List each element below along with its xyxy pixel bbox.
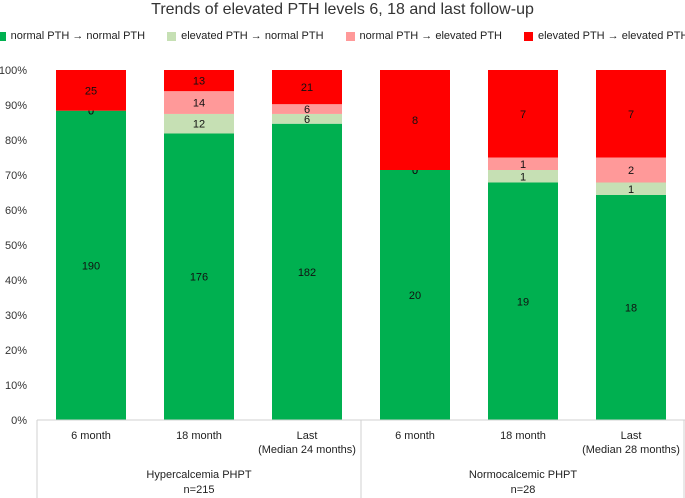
x-category-label: (Median 28 months) — [582, 444, 680, 456]
bar-segment — [272, 104, 342, 114]
bar-segment — [272, 123, 342, 420]
bar-segment — [488, 182, 558, 420]
data-label: 0 — [88, 106, 94, 118]
group-label: Hypercalcemia PHPT — [146, 469, 251, 481]
data-label: 7 — [520, 109, 526, 121]
x-category-label: 6 month — [395, 430, 435, 442]
data-label: 6 — [304, 114, 310, 126]
x-category-label: (Median 24 months) — [258, 444, 356, 456]
legend-item-normal-elevated: normal PTH → elevated PTH — [345, 30, 502, 42]
x-category-label: Last — [297, 430, 318, 442]
data-label: 7 — [628, 109, 634, 121]
legend-swatch — [167, 31, 177, 41]
bar-segment — [272, 113, 342, 124]
legend-label: elevated PTH → elevated PTH — [537, 30, 685, 42]
data-label: 0 — [412, 165, 418, 177]
data-label: 12 — [193, 119, 205, 131]
data-label: 21 — [301, 82, 313, 94]
data-label: 190 — [82, 260, 100, 272]
legend: normal PTH → normal PTH elevated PTH → n… — [0, 30, 685, 42]
legend-swatch — [0, 31, 6, 41]
data-label: 1 — [628, 184, 634, 196]
data-label: 14 — [193, 98, 205, 110]
y-tick-label: 50% — [5, 240, 27, 252]
y-tick-label: 70% — [5, 170, 27, 182]
bar-segment — [380, 170, 450, 420]
legend-swatch — [523, 31, 533, 41]
bar-segment — [164, 113, 234, 134]
y-tick-label: 90% — [5, 100, 27, 112]
bar-segment — [596, 182, 666, 195]
data-label: 0 — [412, 165, 418, 177]
data-label: 25 — [85, 85, 97, 97]
group-n-label: n=215 — [184, 484, 215, 496]
legend-swatch — [345, 31, 355, 41]
x-category-label: 18 month — [176, 430, 222, 442]
x-category-label: 18 month — [500, 430, 546, 442]
data-label: 0 — [88, 106, 94, 118]
group-label: Normocalcemic PHPT — [469, 469, 577, 481]
bar-segment — [272, 70, 342, 105]
data-label: 8 — [412, 115, 418, 127]
y-tick-label: 60% — [5, 205, 27, 217]
data-label: 20 — [409, 290, 421, 302]
data-label: 182 — [298, 267, 316, 279]
legend-item-elevated-elevated: elevated PTH → elevated PTH — [523, 30, 685, 42]
legend-label: normal PTH → elevated PTH — [359, 30, 502, 42]
y-tick-label: 20% — [5, 345, 27, 357]
group-n-label: n=28 — [511, 484, 536, 496]
bar-segment — [596, 70, 666, 158]
chart-title: Trends of elevated PTH levels 6, 18 and … — [151, 1, 534, 18]
y-tick-label: 100% — [0, 65, 27, 77]
bar-segment — [56, 110, 126, 420]
data-label: 176 — [190, 272, 208, 284]
y-tick-label: 0% — [11, 415, 27, 427]
x-category-label: Last — [621, 430, 642, 442]
bar-segment — [380, 70, 450, 170]
bar-segment — [164, 70, 234, 92]
bar-segment — [488, 70, 558, 158]
data-label: 6 — [304, 104, 310, 116]
legend-label: normal PTH → normal PTH — [10, 30, 146, 42]
bar-segment — [596, 195, 666, 420]
x-category-label: 6 month — [71, 430, 111, 442]
bar-segment — [488, 170, 558, 183]
legend-item-normal-normal: normal PTH → normal PTH — [0, 30, 145, 42]
data-label: 2 — [628, 165, 634, 177]
data-label: 1 — [520, 159, 526, 171]
bar-segment — [164, 91, 234, 114]
data-label: 13 — [193, 76, 205, 88]
legend-item-elevated-normal: elevated PTH → normal PTH — [167, 30, 324, 42]
data-label: 1 — [520, 171, 526, 183]
data-label: 19 — [517, 296, 529, 308]
y-tick-label: 30% — [5, 310, 27, 322]
y-tick-label: 40% — [5, 275, 27, 287]
bar-segment — [164, 133, 234, 420]
y-tick-label: 10% — [5, 380, 27, 392]
bar-segment — [56, 70, 126, 111]
bar-segment — [596, 157, 666, 183]
y-tick-label: 80% — [5, 135, 27, 147]
data-label: 18 — [625, 303, 637, 315]
legend-label: elevated PTH → normal PTH — [181, 30, 324, 42]
bar-segment — [488, 157, 558, 170]
